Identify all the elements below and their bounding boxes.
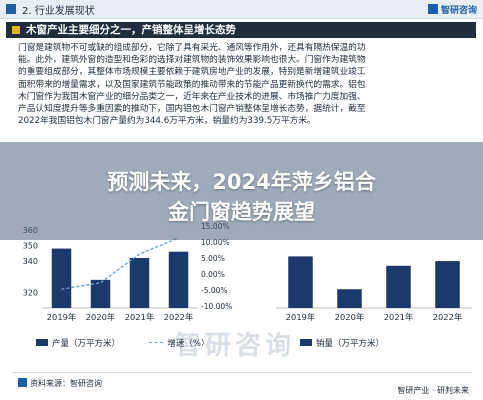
chart2-legend: 销量（万平方米） — [300, 337, 384, 349]
y2-tick-label: -10.00% — [201, 302, 232, 311]
body-paragraph: 门窗是建筑物不可或缺的组成部分，它除了具有采光、通风等作用外，还具有隔热保温的功… — [18, 42, 470, 127]
chart1-legend: 产量（万平方米） 增速（%） — [36, 337, 210, 349]
x-tick-label: 2021年 — [125, 312, 154, 322]
bar — [90, 279, 111, 308]
y-tick-label: 340 — [23, 257, 38, 266]
y2-tick-label: -5.00% — [201, 286, 228, 295]
brand-logo-icon — [427, 4, 438, 14]
paragraph-line: 2022年我国铝包木门窗产量约为344.6万平方米，销量约为339.5万平方米。 — [18, 116, 316, 127]
bar-legend-swatch — [300, 339, 312, 346]
bar — [337, 289, 362, 308]
bar — [288, 256, 313, 308]
x-tick-label: 2022年 — [164, 312, 193, 322]
sales-chart: 2019年 2020年 2021年 2022年 — [276, 256, 472, 322]
brand-label: 智研咨询 — [427, 3, 477, 16]
growth-line — [61, 237, 179, 290]
legend-bar-label: 销量（万平方米） — [316, 339, 385, 349]
watermark: 智研咨询 — [175, 331, 296, 361]
y2-tick-label: 0.00% — [201, 270, 225, 279]
y-tick-label: 320 — [23, 288, 38, 297]
paragraph-line: 能。此外，建筑外窗的造型和色彩的选择对建筑物的装饰效果影响也很大。门窗作为建筑物 — [18, 55, 366, 66]
title-overlay: 预测未来，2024年萍乡铝合 金门窗趋势展望 — [0, 142, 483, 240]
x-tick-label: 2020年 — [335, 312, 364, 322]
bar — [51, 248, 72, 308]
bar-legend-swatch — [36, 339, 48, 346]
bar — [435, 261, 460, 308]
x-tick-label: 2021年 — [384, 312, 413, 322]
paragraph-line: 门窗是建筑物不可或缺的组成部分，它除了具有采光、通风等作用外，还具有隔热保温的功 — [18, 43, 366, 53]
paragraph-line: 木门窗作为我国木窗产业的细分品类之一，近年来在产业技术的进展、市场推广力度加强、 — [18, 91, 366, 102]
top-bar: 2. 行业发展现状 智研咨询 — [0, 0, 483, 19]
section-heading: 木窗产业主要细分之一，产销整体呈增长态势 — [6, 22, 476, 38]
line-legend-swatch — [149, 342, 164, 343]
y2-tick-label: 10.00% — [201, 238, 230, 247]
source-note: 资料来源：智研咨询 — [18, 378, 102, 389]
paragraph-line: 的重要组成部分，其整体市场规模主要依赖于建筑房地产业的发展，特别是新增建筑业竣工 — [18, 67, 366, 78]
section-title: 2. 行业发展现状 — [22, 6, 95, 17]
y2-tick-label: 5.00% — [201, 254, 225, 263]
y-tick-label: 350 — [23, 241, 38, 250]
legend-bar-label: 产量（万平方米） — [52, 339, 121, 349]
section-marker-icon — [6, 4, 16, 14]
bar — [168, 251, 189, 308]
brand-name: 智研咨询 — [440, 6, 477, 16]
production-chart: 36035034032015.00%10.00%5.00%0.00%-5.00%… — [23, 222, 233, 322]
paragraph-line: 产品认知度提升等多重因素的推动下，国内铝包木门窗产销整体呈增长态势，据统计，截至 — [18, 104, 366, 115]
footer-divider — [12, 372, 472, 373]
bar — [129, 257, 150, 308]
bar — [386, 265, 411, 308]
x-tick-label: 2022年 — [433, 312, 462, 322]
x-tick-label: 2019年 — [47, 312, 76, 322]
x-tick-label: 2019年 — [286, 312, 315, 322]
paragraph-line: 面积带来的增量需求，以及国家建筑节能政策的推动带来的节能产品更新换代的需求。铝包 — [18, 79, 366, 90]
x-tick-label: 2020年 — [86, 312, 115, 322]
source-text: 资料来源：智研咨询 — [30, 379, 102, 388]
legend-line-label: 增速（%） — [167, 339, 210, 349]
source-logo-icon — [18, 378, 27, 387]
footer-slogan: 智研产业 · 研判未来 — [397, 386, 469, 395]
overlay-title-line1: 预测未来，2024年萍乡铝合 — [107, 170, 376, 194]
overlay-title-line2: 金门窗趋势展望 — [168, 200, 315, 224]
